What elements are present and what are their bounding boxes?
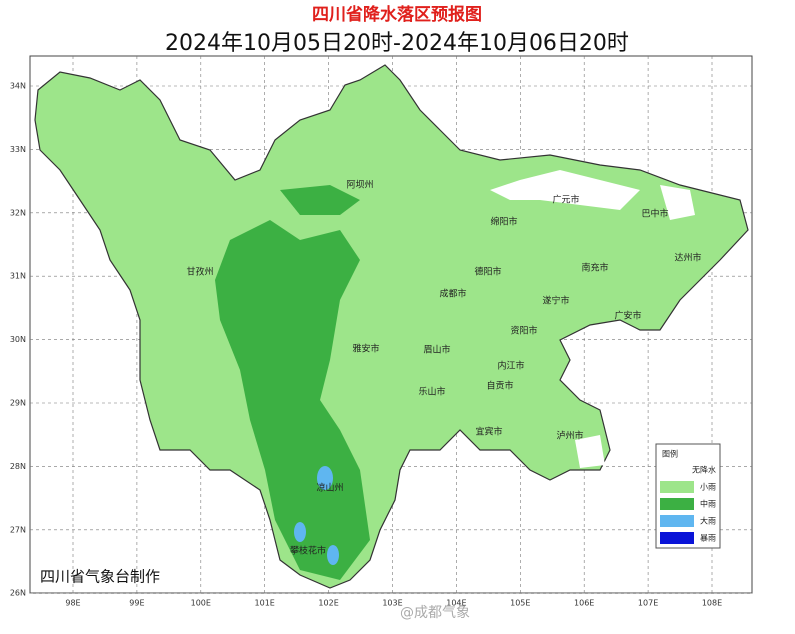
lat-label: 32N: [10, 208, 26, 217]
city-label: 成都市: [439, 288, 466, 300]
heavy-rain-area: [327, 545, 339, 565]
moderate-rain-area: [280, 185, 360, 215]
legend-label: 无降水: [692, 465, 716, 475]
city-label: 广元市: [552, 194, 579, 206]
city-label: 雅安市: [352, 343, 379, 355]
lat-label: 29N: [10, 399, 26, 408]
city-label: 自贡市: [486, 380, 513, 392]
city-label: 宜宾市: [475, 426, 502, 438]
no-rain-area: [660, 185, 695, 220]
legend-swatch: [660, 498, 694, 510]
moderate-rain-area: [215, 220, 370, 580]
lat-label: 27N: [10, 525, 26, 534]
lat-label: 30N: [10, 335, 26, 344]
lon-label: 100E: [191, 599, 211, 608]
city-label: 德阳市: [474, 266, 501, 278]
no-rain-area: [575, 435, 605, 468]
no-rain-area: [490, 170, 640, 210]
city-label: 南充市: [581, 262, 608, 274]
lon-label: 105E: [510, 599, 530, 608]
city-label: 广安市: [614, 310, 641, 322]
legend-box: [655, 443, 721, 549]
lon-label: 103E: [382, 599, 402, 608]
city-label: 内江市: [497, 360, 524, 372]
city-label: 甘孜州: [186, 266, 213, 278]
heavy-rain-area: [294, 522, 306, 542]
watermark: @成都气象: [400, 605, 470, 621]
lat-label: 31N: [10, 272, 26, 281]
city-label: 绵阳市: [490, 216, 517, 228]
lon-label: 106E: [574, 599, 594, 608]
city-label: 资阳市: [510, 325, 537, 337]
legend-title: 图例: [662, 449, 678, 459]
credit: 四川省气象台制作: [40, 568, 160, 586]
city-label: 攀枝花市: [290, 545, 326, 557]
lon-label: 107E: [638, 599, 658, 608]
legend-swatch: [660, 515, 694, 527]
city-label: 达州市: [674, 252, 701, 264]
subtitle: 2024年10月05日20时-2024年10月06日20时: [165, 31, 629, 56]
heavy-rain-area: [317, 466, 333, 490]
city-label: 眉山市: [423, 344, 450, 356]
city-label: 凉山州: [316, 482, 343, 494]
legend-swatch: [660, 532, 694, 544]
legend-swatch: [660, 481, 694, 493]
lon-label: 98E: [65, 599, 80, 608]
lat-label: 26N: [10, 589, 26, 598]
city-label: 遂宁市: [542, 295, 569, 307]
city-label: 泸州市: [556, 430, 583, 442]
legend-label: 中雨: [700, 499, 716, 509]
legend-swatch: [660, 464, 694, 476]
lon-label: 99E: [129, 599, 144, 608]
lon-label: 102E: [318, 599, 338, 608]
legend-label: 暴雨: [700, 534, 716, 543]
legend-label: 小雨: [700, 483, 716, 492]
city-label: 阿坝州: [346, 180, 373, 191]
lat-label: 28N: [10, 462, 26, 471]
title: 四川省降水落区预报图: [312, 4, 482, 25]
legend-label: 大雨: [700, 516, 716, 526]
lat-label: 34N: [10, 82, 26, 91]
lon-label: 108E: [702, 599, 722, 608]
lat-label: 33N: [10, 145, 26, 154]
lon-label: 104E: [446, 599, 466, 608]
city-label: 乐山市: [418, 386, 445, 398]
lon-label: 101E: [255, 599, 275, 608]
city-label: 巴中市: [641, 208, 668, 220]
